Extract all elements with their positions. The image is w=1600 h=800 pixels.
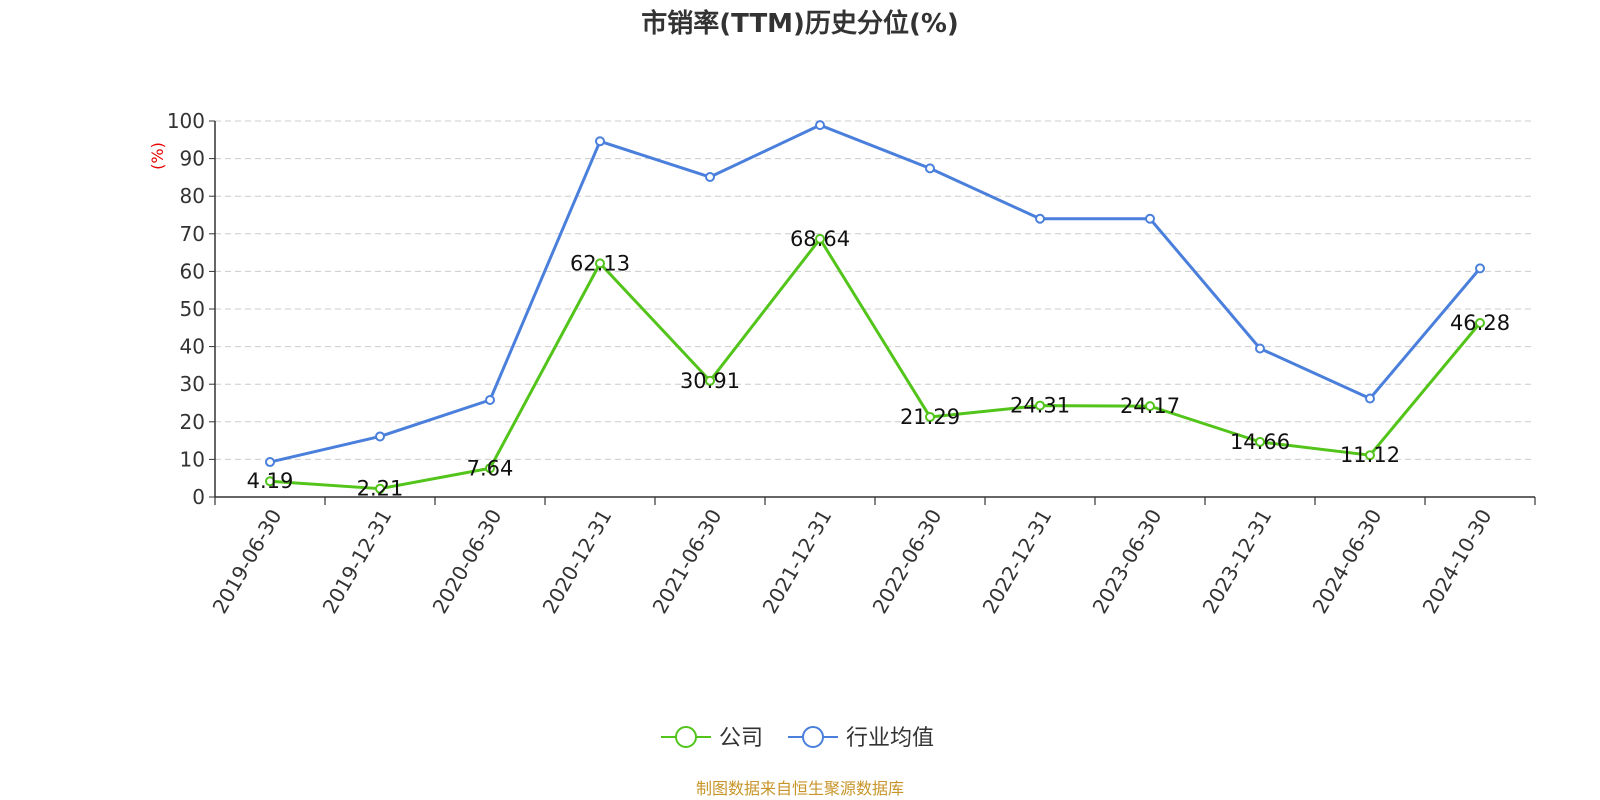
y-tick-label: 80	[180, 184, 205, 208]
data-point	[1035, 213, 1045, 224]
data-point	[1145, 213, 1155, 224]
legend[interactable]: 公司 行业均值	[661, 726, 934, 751]
data-label: 62.13	[570, 251, 630, 275]
x-tick-label: 2019-12-31	[317, 505, 396, 618]
data-label: 4.19	[247, 469, 294, 493]
y-tick-label: 30	[180, 372, 205, 396]
data-point	[1365, 393, 1375, 404]
y-tick-label: 40	[180, 335, 205, 359]
y-axis-ticks: 0 10 20 30 40 50 60 70 80 90 100	[167, 109, 215, 509]
y-tick-label: 20	[180, 410, 205, 434]
data-label: 68.64	[790, 227, 850, 251]
data-point	[595, 136, 605, 147]
grid-lines	[215, 120, 1535, 460]
data-label: 30.91	[680, 369, 740, 393]
x-axis-ticks: 2019-06-30 2019-12-31 2020-06-30 2020-12-31…	[207, 497, 1536, 618]
y-tick-label: 10	[180, 447, 205, 471]
y-axis-label: (%)	[148, 142, 167, 170]
data-point	[705, 375, 715, 386]
data-point	[815, 120, 825, 131]
legend-marker	[675, 726, 697, 748]
x-tick-label: 2019-06-30	[207, 505, 286, 618]
series-line-0	[269, 237, 1482, 491]
data-label: 7.64	[467, 456, 514, 480]
series-points	[265, 120, 1485, 494]
data-point	[1365, 450, 1375, 461]
x-tick-label: 2024-10-30	[1417, 505, 1496, 618]
data-label: 2.21	[357, 477, 404, 501]
x-tick-label: 2024-06-30	[1307, 505, 1386, 618]
data-point	[265, 457, 275, 468]
y-tick-label: 90	[180, 147, 205, 171]
data-point	[925, 163, 935, 174]
data-point	[375, 483, 385, 494]
data-point	[485, 463, 495, 474]
data-point	[375, 431, 385, 442]
x-tick-label: 2020-06-30	[427, 505, 506, 618]
x-tick-label: 2022-12-31	[977, 505, 1056, 618]
data-label: 14.66	[1230, 430, 1290, 454]
data-labels: 4.19 2.21 7.64 62.13 30.91 68.64 21.29 24.31 24.…	[247, 227, 1510, 501]
x-tick-label: 2023-12-31	[1197, 505, 1276, 618]
y-tick-label: 0	[192, 485, 205, 509]
source-note: 制图数据来自恒生聚源数据库	[696, 779, 904, 798]
data-point	[1255, 343, 1265, 354]
chart-title: 市销率(TTM)历史分位(%)	[641, 8, 959, 39]
data-point	[1035, 400, 1045, 411]
data-label: 21.29	[900, 405, 960, 429]
data-point	[1475, 263, 1485, 274]
legend-label: 公司	[719, 726, 763, 751]
y-tick-label: 70	[180, 222, 205, 246]
y-tick-label: 50	[180, 297, 205, 321]
data-point	[595, 258, 605, 269]
data-label: 11.12	[1340, 443, 1400, 467]
y-tick-label: 100	[167, 109, 205, 133]
data-point	[265, 476, 275, 487]
data-point	[1145, 401, 1155, 412]
data-point	[1475, 317, 1485, 328]
data-point	[705, 172, 715, 183]
x-tick-label: 2023-06-30	[1087, 505, 1166, 618]
data-label: 46.28	[1450, 311, 1510, 335]
x-tick-label: 2020-12-31	[537, 505, 616, 618]
data-label: 24.31	[1010, 394, 1070, 418]
legend-item-1[interactable]: 行业均值	[788, 726, 934, 751]
data-point	[925, 411, 935, 422]
legend-label: 行业均值	[846, 726, 934, 751]
data-point	[485, 394, 495, 405]
series-line-1	[269, 123, 1482, 464]
data-point	[815, 233, 825, 244]
x-tick-label: 2021-06-30	[647, 505, 726, 618]
legend-item-0[interactable]: 公司	[661, 726, 763, 751]
y-tick-label: 60	[180, 259, 205, 283]
x-tick-label: 2021-12-31	[757, 505, 836, 618]
series-lines	[269, 123, 1482, 491]
data-label: 24.17	[1120, 394, 1180, 418]
data-point	[1255, 436, 1265, 447]
x-tick-label: 2022-06-30	[867, 505, 946, 618]
legend-marker	[802, 726, 824, 748]
